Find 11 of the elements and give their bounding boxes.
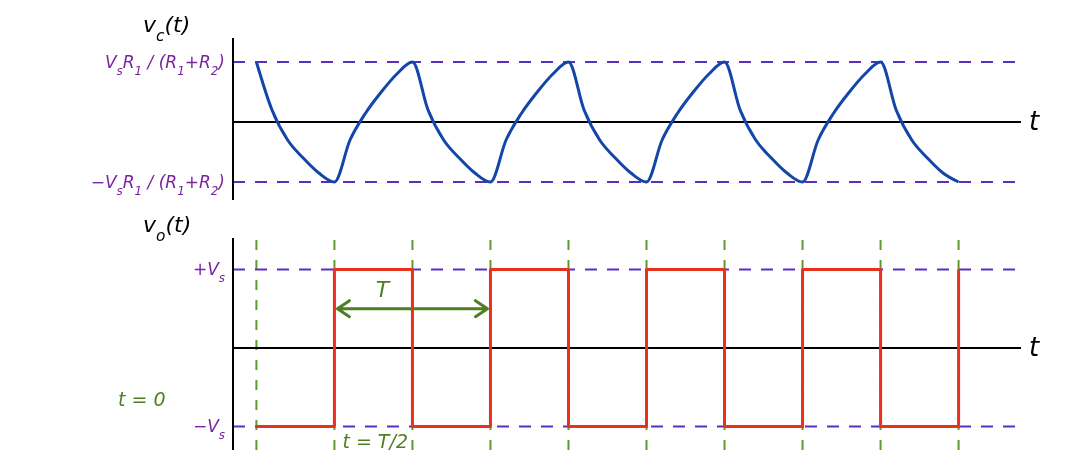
y-axis-title: v$_{o}$(t) bbox=[143, 212, 192, 245]
annotation: t = 0 bbox=[118, 388, 166, 410]
x-axis-title: t bbox=[1029, 331, 1040, 362]
text: −V$_{s}$R$_{1}$ / (R$_{1}$+R$_{2}$) bbox=[90, 171, 225, 198]
ref-line-label: −V$_{s}$ bbox=[192, 416, 225, 443]
text: V$_{s}$R$_{1}$ / (R$_{1}$+R$_{2}$) bbox=[104, 51, 225, 78]
annotation: T bbox=[375, 276, 391, 302]
text: t = T/2 bbox=[342, 430, 408, 452]
x-axis-title: t bbox=[1029, 106, 1040, 136]
ref-line-label: +V$_{s}$ bbox=[192, 259, 225, 286]
y-axis-title: v$_{c}$(t) bbox=[143, 12, 191, 45]
